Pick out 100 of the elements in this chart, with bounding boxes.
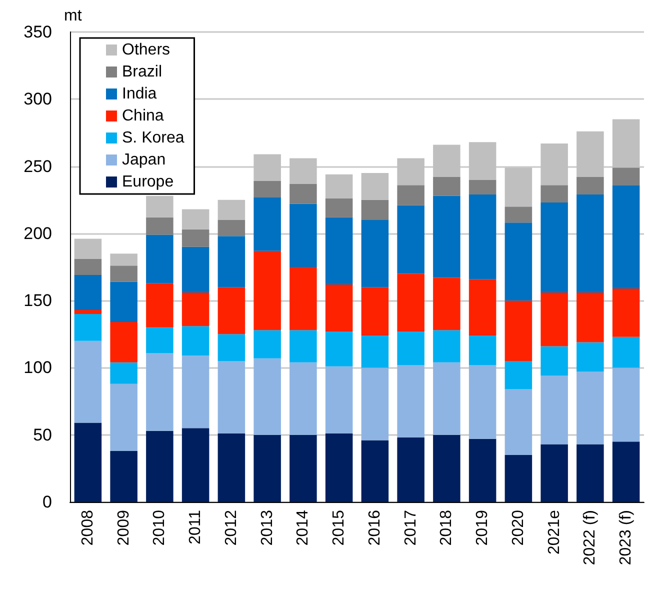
y-tick-label: 250 <box>24 156 52 176</box>
x-tick-label: 2020 <box>510 510 527 546</box>
bar <box>74 275 102 310</box>
bar <box>468 438 496 502</box>
bar <box>540 292 568 346</box>
bar <box>504 455 532 502</box>
bar <box>74 422 102 502</box>
bar <box>146 217 174 235</box>
bar <box>433 278 460 330</box>
x-tick-label: 2022 (f) <box>582 510 599 566</box>
bar <box>325 331 353 366</box>
bar <box>361 200 389 220</box>
legend-label: Japan <box>122 152 166 168</box>
bar <box>612 368 640 442</box>
bar <box>433 177 460 196</box>
bar <box>110 266 138 282</box>
bar <box>182 209 210 230</box>
legend-label: Brazil <box>122 64 162 80</box>
bar <box>290 184 317 204</box>
bar <box>290 267 317 330</box>
bar <box>361 220 389 288</box>
bar <box>254 181 281 198</box>
legend-label: India <box>122 86 157 102</box>
bar <box>146 352 174 431</box>
bar <box>612 288 640 337</box>
x-tick-label: 2010 <box>151 510 168 546</box>
bar <box>361 173 389 200</box>
bar <box>290 330 317 362</box>
bar <box>468 194 496 280</box>
bar <box>74 238 102 259</box>
bar <box>504 389 532 455</box>
bar <box>468 279 496 336</box>
bar <box>576 177 604 194</box>
y-tick-label: 350 <box>24 22 52 42</box>
bar <box>361 335 389 368</box>
bar <box>540 185 568 203</box>
bar <box>110 362 138 384</box>
bar <box>110 384 138 451</box>
bar <box>540 444 568 502</box>
bar <box>146 196 174 218</box>
bar <box>325 366 353 434</box>
bar <box>361 440 389 502</box>
bar <box>540 376 568 444</box>
bar <box>254 434 281 502</box>
x-tick-label: 2016 <box>366 510 384 546</box>
bar <box>182 326 210 356</box>
y-tick-label: 0 <box>42 492 52 512</box>
y-tick-label: 300 <box>24 90 52 109</box>
x-tick-label: 2009 <box>115 510 132 546</box>
legend-label: S. Korea <box>122 130 184 146</box>
bar <box>146 283 174 328</box>
bar <box>182 246 210 293</box>
x-tick-label: 2008 <box>79 510 96 546</box>
bar <box>433 330 460 362</box>
legend-label: China <box>122 108 164 124</box>
bar <box>504 300 532 361</box>
y-tick-label: 100 <box>24 358 52 378</box>
bar <box>504 206 532 223</box>
bar <box>254 358 281 435</box>
bar <box>468 365 496 439</box>
bar <box>361 287 389 336</box>
bar <box>110 282 138 322</box>
bar <box>612 336 640 368</box>
bar <box>504 222 532 301</box>
bar <box>290 362 317 435</box>
bar <box>254 197 281 251</box>
bar <box>182 229 210 247</box>
bar <box>433 434 460 502</box>
bar <box>397 185 424 206</box>
bar <box>254 250 281 330</box>
x-tick-label: 2014 <box>294 510 312 546</box>
bar <box>612 442 640 502</box>
y-axis-title: mt <box>64 8 82 24</box>
bar <box>325 174 353 199</box>
y-tick-label: 200 <box>24 224 52 243</box>
bar <box>433 196 460 278</box>
bar <box>576 444 604 502</box>
x-tick-label: 2013 <box>258 510 276 546</box>
bar <box>74 314 102 341</box>
bar <box>361 368 389 440</box>
legend-label: Europe <box>122 174 174 190</box>
bar <box>110 322 138 362</box>
bar <box>325 284 353 332</box>
bar <box>325 217 353 284</box>
bar <box>576 194 604 293</box>
bar <box>433 362 460 435</box>
y-tick-label: 50 <box>33 425 52 444</box>
bar <box>325 434 353 502</box>
x-tick-label: 2012 <box>222 510 240 546</box>
bar <box>218 334 246 361</box>
bar <box>325 198 353 218</box>
x-tick-label: 2023 (f) <box>618 510 635 566</box>
bar <box>218 200 246 220</box>
x-tick-label: 2015 <box>330 510 348 546</box>
bar <box>218 220 246 236</box>
bar <box>146 430 174 502</box>
bar <box>612 168 640 186</box>
bar <box>468 180 496 194</box>
bar <box>576 372 604 444</box>
bar <box>74 258 102 276</box>
